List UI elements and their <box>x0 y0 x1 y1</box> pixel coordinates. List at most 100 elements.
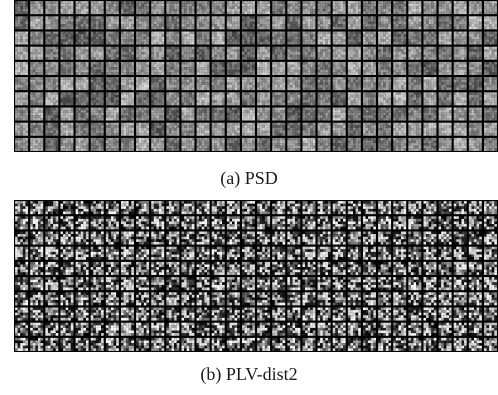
filter-tile <box>75 107 89 121</box>
filter-tile <box>226 31 240 45</box>
filter-tile <box>136 31 150 45</box>
filter-tile <box>302 92 316 106</box>
filter-tile <box>241 307 255 321</box>
psd-filter-grid-image <box>14 0 498 152</box>
filter-tile <box>120 16 134 30</box>
filter-tile <box>453 261 467 275</box>
filter-tile <box>272 216 286 230</box>
filter-tile <box>75 201 89 215</box>
filter-tile <box>453 231 467 245</box>
filter-tile <box>120 216 134 230</box>
filter-tile <box>302 261 316 275</box>
filter-tile <box>60 77 74 91</box>
filter-tile <box>136 261 150 275</box>
filter-tile <box>90 261 104 275</box>
filter-tile <box>120 46 134 60</box>
filter-tile <box>468 216 482 230</box>
filter-tile <box>181 261 195 275</box>
filter-tile <box>211 31 225 45</box>
filter-tile <box>105 292 119 306</box>
filter-tile <box>120 292 134 306</box>
filter-tile <box>453 137 467 151</box>
filter-tile <box>75 307 89 321</box>
filter-tile <box>468 107 482 121</box>
filter-tile <box>393 246 407 260</box>
filter-tile <box>105 1 119 15</box>
filter-tile <box>332 216 346 230</box>
filter-tile <box>120 77 134 91</box>
filter-tile <box>120 92 134 106</box>
filter-tile <box>272 122 286 136</box>
filter-tile <box>408 107 422 121</box>
filter-tile <box>75 322 89 336</box>
filter-tile <box>166 122 180 136</box>
filter-tile <box>15 337 29 351</box>
filter-tile <box>181 46 195 60</box>
filter-tile <box>287 277 301 291</box>
filter-tile <box>423 201 437 215</box>
filter-tile <box>378 292 392 306</box>
filter-tile <box>196 137 210 151</box>
filter-tile <box>166 77 180 91</box>
filter-tile <box>438 337 452 351</box>
filter-tile <box>362 31 376 45</box>
filter-tile <box>468 77 482 91</box>
filter-tile <box>120 107 134 121</box>
filter-tile <box>30 216 44 230</box>
filter-tile <box>241 16 255 30</box>
filter-tile <box>272 107 286 121</box>
filter-tile <box>45 122 59 136</box>
filter-tile <box>408 292 422 306</box>
filter-tile <box>257 92 271 106</box>
filter-tile <box>332 246 346 260</box>
filter-tile <box>272 292 286 306</box>
filter-tile <box>468 137 482 151</box>
filter-tile <box>105 122 119 136</box>
filter-tile <box>226 107 240 121</box>
filter-tile <box>453 277 467 291</box>
filter-tile <box>136 137 150 151</box>
filter-tile <box>15 61 29 75</box>
filter-tile <box>45 231 59 245</box>
filter-tile <box>181 277 195 291</box>
filter-tile <box>347 292 361 306</box>
filter-tile <box>272 246 286 260</box>
filter-tile <box>151 46 165 60</box>
filter-tile <box>181 201 195 215</box>
filter-tile <box>438 16 452 30</box>
filter-tile <box>45 322 59 336</box>
filter-tile <box>317 277 331 291</box>
filter-tile <box>211 261 225 275</box>
filter-tile <box>272 337 286 351</box>
filter-tile <box>272 1 286 15</box>
filter-tile <box>257 322 271 336</box>
filter-tile <box>15 201 29 215</box>
filter-tile <box>483 77 497 91</box>
filter-tile <box>211 61 225 75</box>
filter-tile <box>423 216 437 230</box>
filter-tile <box>438 246 452 260</box>
filter-tile <box>196 31 210 45</box>
filter-tile <box>362 46 376 60</box>
filter-tile <box>211 137 225 151</box>
filter-tile <box>287 216 301 230</box>
filter-tile <box>423 31 437 45</box>
filter-tile <box>332 107 346 121</box>
filter-tile <box>378 61 392 75</box>
filter-tile <box>453 1 467 15</box>
filter-tile <box>393 122 407 136</box>
filter-tile <box>120 307 134 321</box>
filter-tile <box>151 31 165 45</box>
filter-tile <box>136 246 150 260</box>
filter-tile <box>226 231 240 245</box>
filter-tile <box>241 137 255 151</box>
filter-tile <box>45 92 59 106</box>
filter-tile <box>75 292 89 306</box>
filter-tile <box>15 16 29 30</box>
filter-tile <box>15 122 29 136</box>
filter-tile <box>151 92 165 106</box>
filter-tile <box>453 246 467 260</box>
filter-tile <box>211 337 225 351</box>
filter-tile <box>302 201 316 215</box>
filter-tile <box>105 61 119 75</box>
